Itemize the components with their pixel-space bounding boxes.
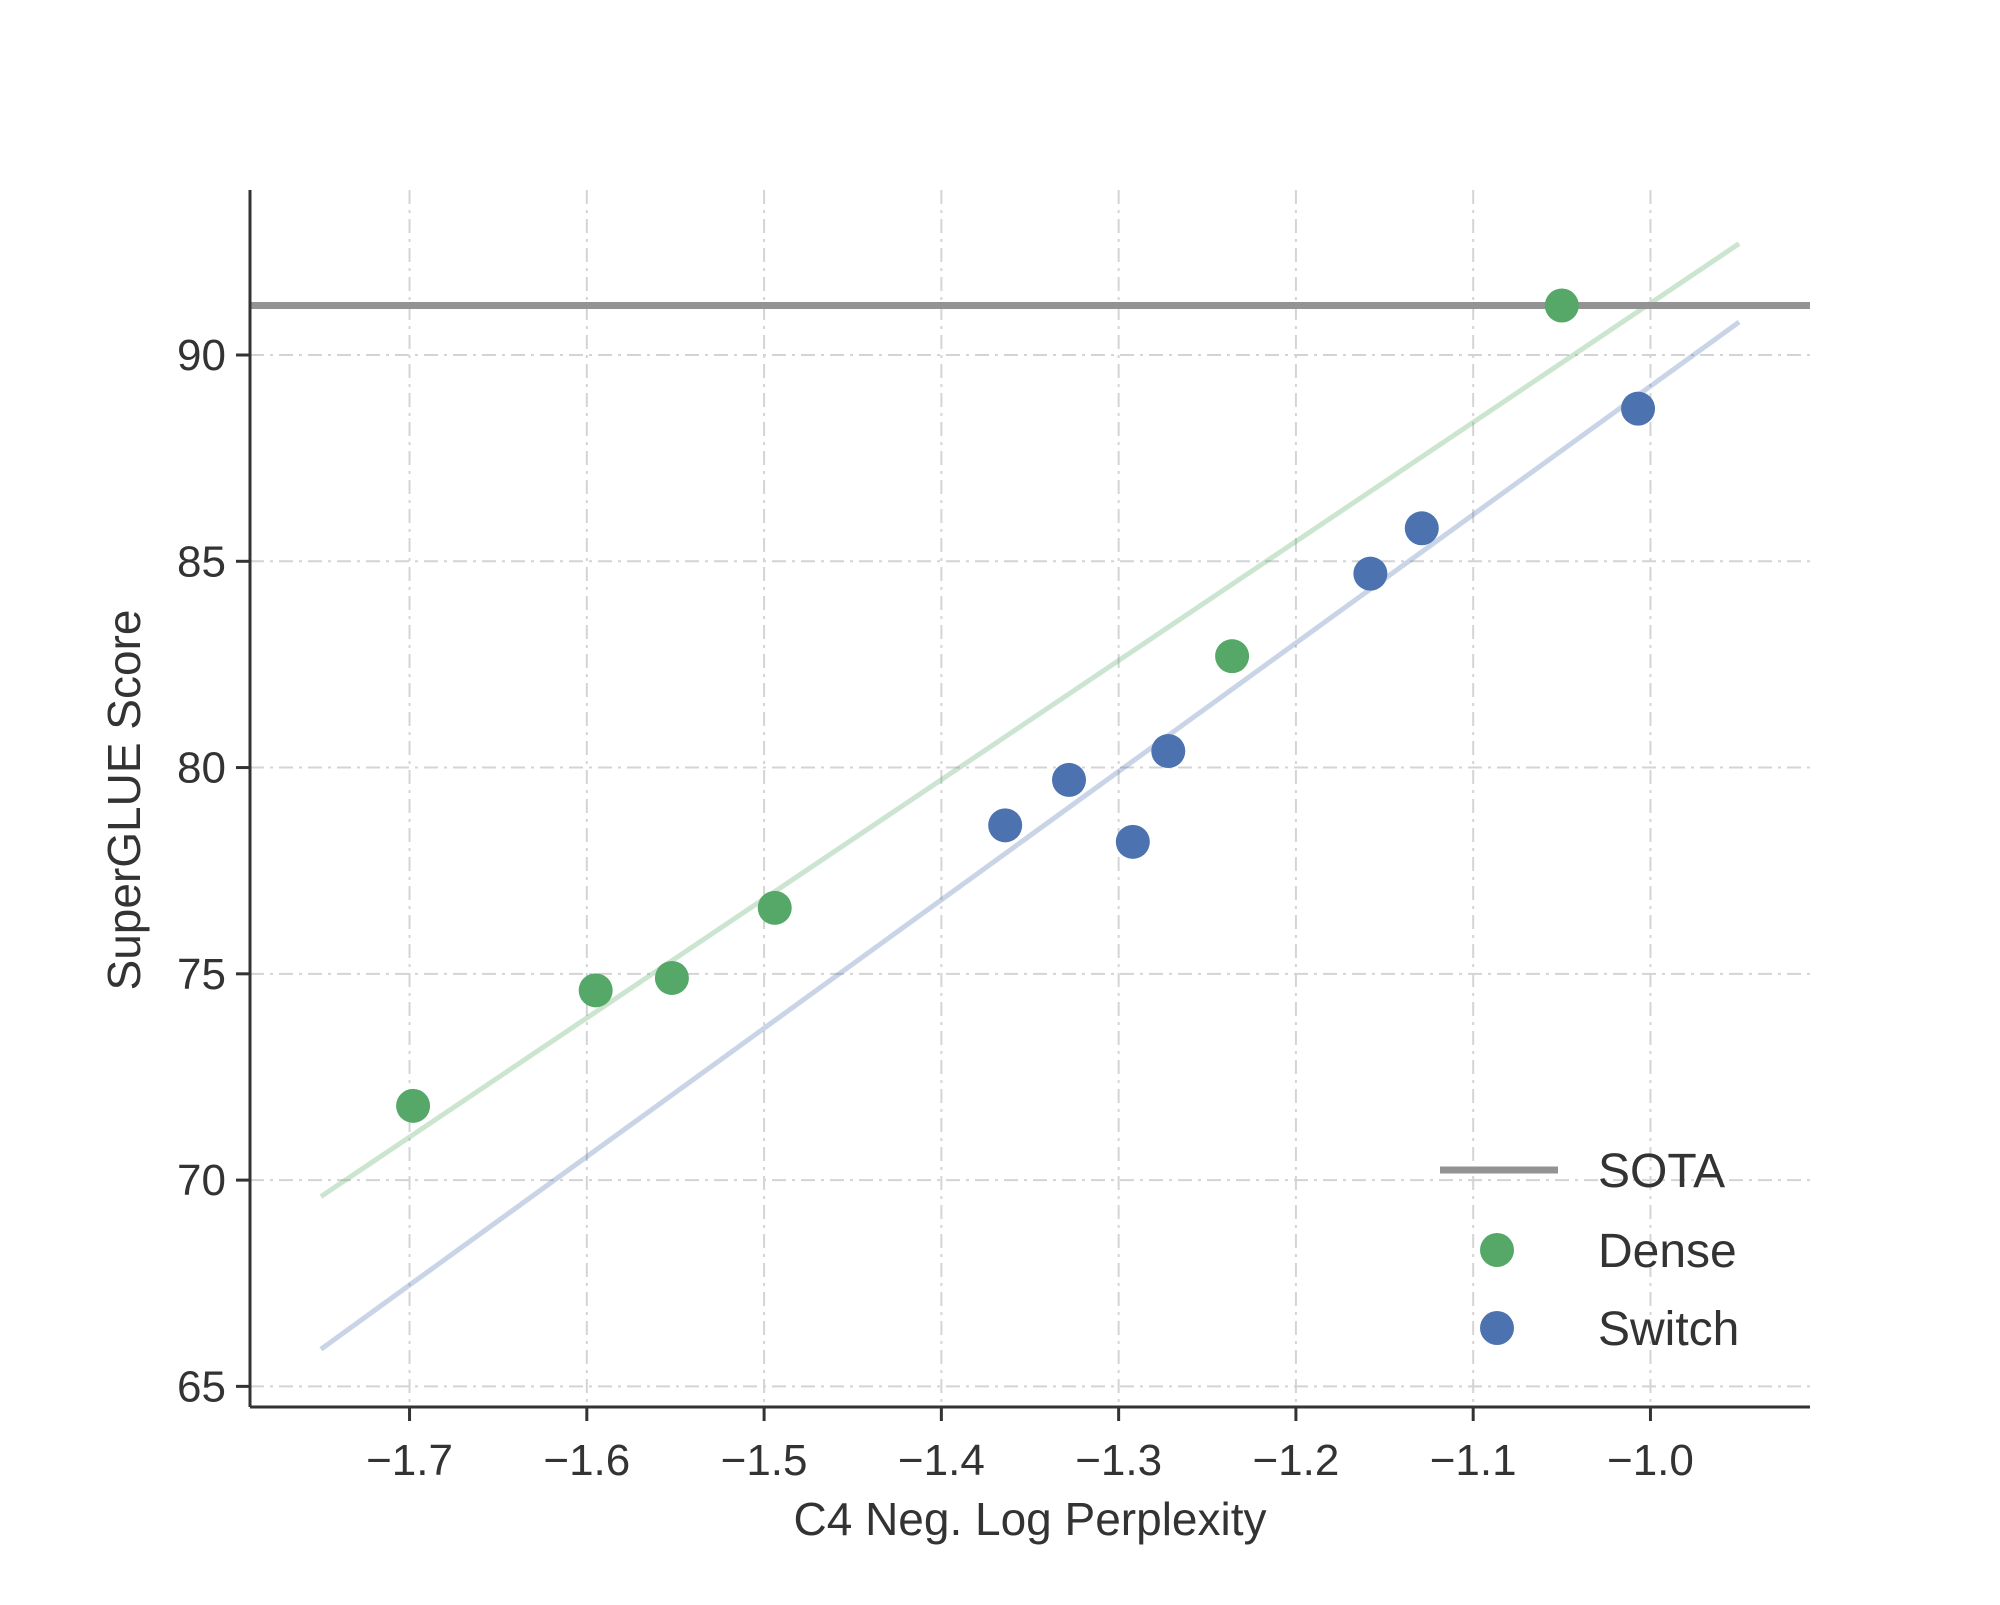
dense-point	[654, 960, 689, 995]
legend-switch-swatch	[1480, 1311, 1514, 1345]
y-axis-title: SuperGLUE Score	[98, 610, 150, 991]
x-tick-label: −1.6	[543, 1436, 630, 1485]
axes	[248, 190, 1810, 1409]
switch-point	[1052, 762, 1086, 797]
ticks: −1.7 −1.6 −1.5 −1.4 −1.3 −1.2 −1.1 −1.0 65 70 75 80…	[177, 331, 1694, 1485]
x-tick-label: −1.5	[721, 1436, 808, 1485]
y-tick-label: 70	[177, 1156, 226, 1205]
dense-point	[578, 973, 613, 1008]
x-axis-title: C4 Neg. Log Perplexity	[793, 1493, 1266, 1545]
dense-point	[1544, 288, 1579, 323]
legend-dense-label: Dense	[1598, 1225, 1737, 1278]
switch-point	[1404, 511, 1439, 546]
y-tick-label: 75	[177, 950, 226, 999]
legend-sota-label: SOTA	[1598, 1145, 1725, 1198]
y-tick-label: 85	[177, 537, 226, 586]
dense-point	[1215, 639, 1250, 674]
dense-point	[757, 890, 792, 925]
x-tick-label: −1.4	[898, 1436, 985, 1485]
y-tick-label: 80	[177, 744, 226, 793]
legend-switch-label: Switch	[1598, 1303, 1739, 1356]
x-tick-label: −1.7	[366, 1436, 453, 1485]
switch-point	[1151, 734, 1186, 769]
grid	[250, 190, 1810, 1407]
fit-lines	[319, 241, 1741, 1352]
x-tick-label: −1.1	[1430, 1436, 1517, 1485]
switch-point	[1115, 824, 1150, 859]
legend-dense-swatch	[1480, 1233, 1514, 1267]
switch-point	[1621, 391, 1656, 426]
dense-point	[396, 1088, 431, 1123]
y-tick-label: 90	[177, 331, 226, 380]
legend: SOTA Dense Switch	[1440, 1145, 1739, 1356]
data-points	[396, 288, 1656, 1123]
dense-fit-line	[319, 241, 1741, 1199]
switch-point	[1353, 556, 1388, 591]
x-tick-label: −1.3	[1075, 1436, 1162, 1485]
x-tick-label: −1.0	[1607, 1436, 1694, 1485]
switch-point	[988, 808, 1023, 843]
x-tick-label: −1.2	[1252, 1436, 1339, 1485]
y-tick-label: 65	[177, 1362, 226, 1411]
switch-fit-line	[319, 319, 1741, 1352]
